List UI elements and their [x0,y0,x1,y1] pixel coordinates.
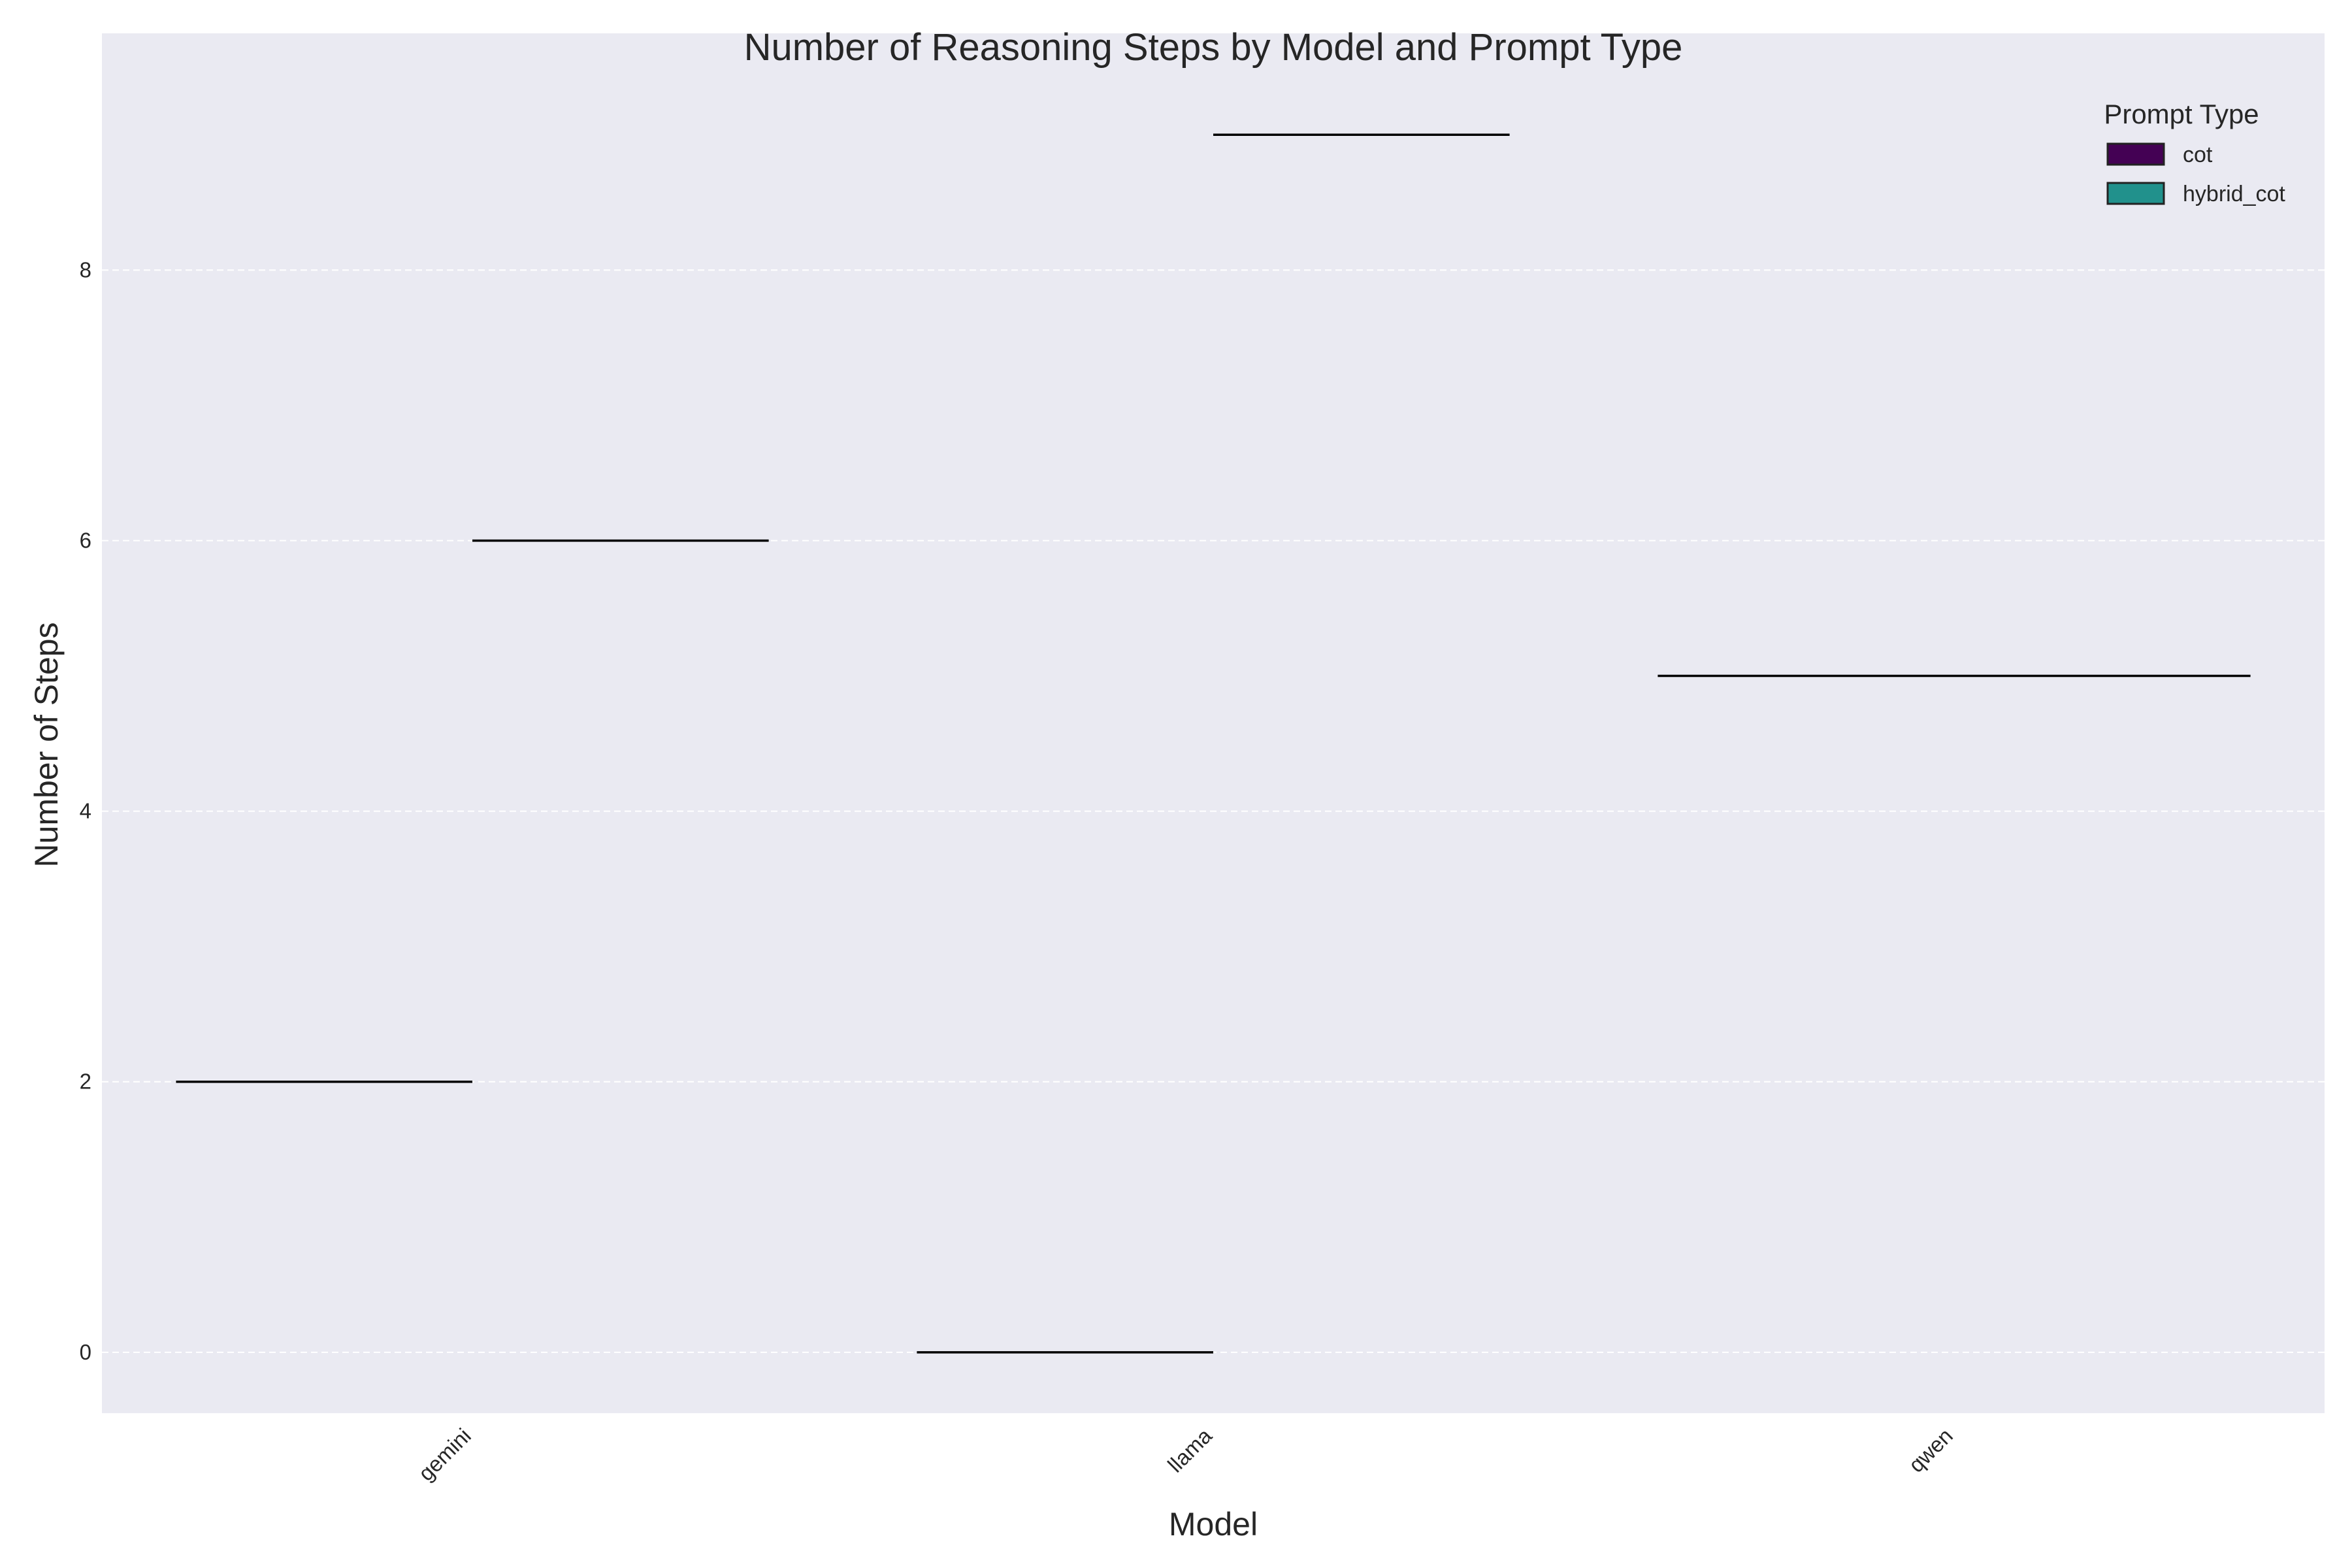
legend-swatch-cot [2106,142,2165,166]
y-tick-label-8: 8 [80,257,91,282]
y-tick-label-6: 6 [80,528,91,552]
x-tick-label-llama: llama [1163,1423,1217,1477]
y-axis-label: Number of Steps [28,622,65,867]
legend-swatch-hybrid_cot [2106,182,2165,205]
x-axis-ticks: gemini llama qwen [414,1423,1957,1485]
y-tick-label-0: 0 [80,1340,91,1364]
x-axis-label: Model [1169,1506,1258,1543]
violin-marks [176,133,2251,1354]
legend-title: Prompt Type [2104,99,2259,129]
chart-title: Number of Reasoning Steps by Model and P… [744,26,1683,69]
legend-label-hybrid_cot: hybrid_cot [2183,182,2285,206]
plot-area [102,33,2325,1413]
legend-label-cot: cot [2183,142,2213,167]
y-tick-label-2: 2 [80,1070,91,1094]
legend: Prompt Type cot hybrid_cot [2104,99,2285,206]
legend-items: cot hybrid_cot [2106,142,2285,206]
x-tick-label-gemini: gemini [414,1424,476,1486]
y-tick-label-4: 4 [80,799,91,823]
x-tick-label-qwen: qwen [1904,1424,1957,1477]
y-axis-ticks: 0 2 4 6 8 [80,257,91,1364]
